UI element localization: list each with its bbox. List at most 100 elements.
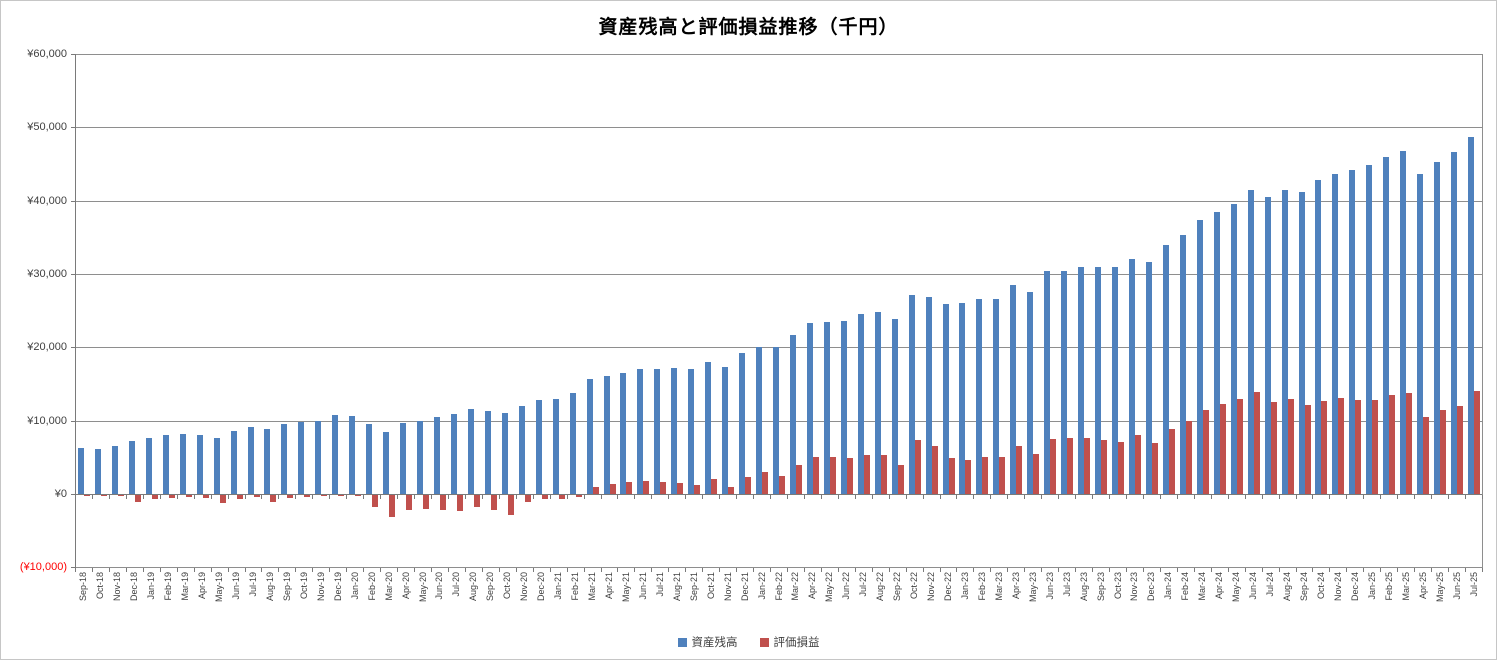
bar-profit-loss	[355, 495, 362, 497]
bar-asset-balance	[196, 434, 203, 494]
x-axis-tick-bottom	[1261, 568, 1263, 573]
bar-profit-loss	[202, 495, 209, 499]
x-axis-tick-bottom	[278, 568, 280, 573]
bar-profit-loss	[643, 480, 650, 494]
x-axis-tick-bottom	[481, 568, 483, 573]
bar-profit-loss	[1202, 409, 1209, 494]
x-axis-category-label: Aug-23	[1078, 572, 1089, 602]
x-axis-tick-bottom	[1363, 568, 1365, 573]
x-axis-category-label: Dec-19	[332, 572, 343, 602]
y-gridline	[75, 127, 1482, 129]
bar-profit-loss	[507, 495, 514, 515]
x-axis-tick-bottom	[939, 568, 941, 573]
bar-profit-loss	[1236, 398, 1243, 494]
asset-series-swatch-icon	[677, 637, 687, 647]
bar-profit-loss	[728, 486, 735, 494]
bar-asset-balance	[756, 347, 763, 494]
x-axis-tick-bottom	[1380, 568, 1382, 573]
bar-profit-loss	[1118, 441, 1125, 494]
x-axis-tick-bottom	[1126, 568, 1127, 573]
bar-asset-balance	[671, 367, 678, 494]
x-axis-tick	[108, 495, 110, 499]
x-axis-tick-bottom	[1193, 568, 1195, 573]
bar-asset-balance	[857, 314, 864, 494]
bar-asset-balance	[332, 414, 339, 494]
bar-asset-balance	[518, 406, 525, 494]
x-axis-category-label: Jul-19	[247, 572, 258, 597]
x-axis-tick	[1193, 495, 1195, 499]
x-axis-tick	[905, 495, 907, 499]
y-axis-tick	[71, 347, 75, 349]
bar-asset-balance	[603, 375, 610, 494]
x-axis-category-label: Jun-20	[434, 572, 445, 600]
bar-asset-balance	[1298, 191, 1305, 494]
x-axis-tick-bottom	[227, 568, 229, 573]
x-axis-tick-bottom	[753, 568, 755, 573]
bar-profit-loss	[321, 495, 328, 497]
x-axis-category-label: Nov-20	[519, 572, 530, 602]
bar-asset-balance	[1247, 190, 1254, 494]
x-axis-tick-bottom	[854, 568, 856, 573]
bar-profit-loss	[541, 495, 548, 500]
bar-asset-balance	[1451, 152, 1458, 494]
x-axis-tick	[1109, 495, 1111, 499]
x-axis-category-label: Mar-21	[587, 572, 598, 601]
x-axis-tick-bottom	[1278, 568, 1280, 573]
bar-profit-loss	[575, 495, 582, 498]
x-axis-category-label: Jul-25	[1468, 572, 1479, 597]
x-axis-category-label: Nov-23	[1129, 572, 1140, 602]
x-axis-tick	[1261, 495, 1263, 499]
bar-asset-balance	[78, 447, 84, 494]
x-axis-tick-bottom	[820, 568, 822, 573]
x-axis-tick	[634, 495, 636, 499]
bar-profit-loss	[1219, 403, 1226, 494]
bar-asset-balance	[1213, 211, 1220, 494]
bar-profit-loss	[1406, 392, 1413, 494]
x-axis-tick-bottom	[75, 568, 76, 573]
x-axis-tick-bottom	[176, 568, 178, 573]
x-axis-tick-bottom	[329, 568, 331, 573]
x-axis-tick	[1041, 495, 1043, 499]
x-axis-category-label: Jan-23	[959, 572, 970, 600]
y-axis-tick	[71, 200, 75, 202]
bar-asset-balance	[535, 400, 542, 494]
x-axis-category-label: Apr-25	[1417, 572, 1428, 600]
y-axis-tick-label: ¥60,000	[27, 48, 67, 60]
bar-profit-loss	[592, 486, 599, 494]
x-axis-tick	[193, 495, 195, 499]
bar-asset-balance	[162, 435, 169, 494]
y-axis-tick	[71, 274, 75, 275]
x-axis-category-label: Apr-19	[197, 572, 208, 600]
bar-profit-loss	[168, 495, 175, 499]
x-axis-tick	[1126, 495, 1127, 499]
bar-profit-loss	[1355, 400, 1362, 494]
x-axis-tick	[871, 495, 873, 499]
x-axis-tick-bottom	[91, 568, 93, 573]
bar-asset-balance	[179, 433, 186, 494]
x-axis-tick	[956, 495, 958, 499]
x-axis-tick-bottom	[210, 568, 212, 573]
x-axis-tick-bottom	[549, 568, 551, 573]
bar-profit-loss	[677, 482, 684, 494]
x-axis-category-label: Jan-21	[553, 572, 564, 600]
bar-profit-loss	[982, 456, 989, 494]
bar-profit-loss	[524, 495, 531, 503]
x-axis-category-label: May-24	[1231, 572, 1242, 603]
bar-asset-balance	[1264, 197, 1271, 494]
x-axis-tick-bottom	[363, 568, 365, 573]
x-axis-tick	[803, 495, 805, 499]
x-axis-tick-bottom	[888, 568, 890, 573]
x-axis-category-label: Apr-24	[1214, 572, 1225, 600]
x-axis-tick-bottom	[380, 568, 382, 573]
x-axis-tick-bottom	[1210, 568, 1212, 573]
x-axis-tick	[1176, 495, 1178, 499]
x-axis-tick	[125, 495, 127, 499]
x-axis-tick-bottom	[125, 568, 127, 573]
x-axis-category-label: Dec-21	[739, 572, 750, 602]
bar-profit-loss	[779, 475, 786, 494]
x-axis-tick	[464, 495, 466, 499]
bar-profit-loss	[1287, 399, 1294, 494]
legend-item-profit-loss: 評価損益	[759, 634, 820, 650]
bar-asset-balance	[417, 421, 424, 494]
bar-profit-loss	[1033, 453, 1040, 494]
